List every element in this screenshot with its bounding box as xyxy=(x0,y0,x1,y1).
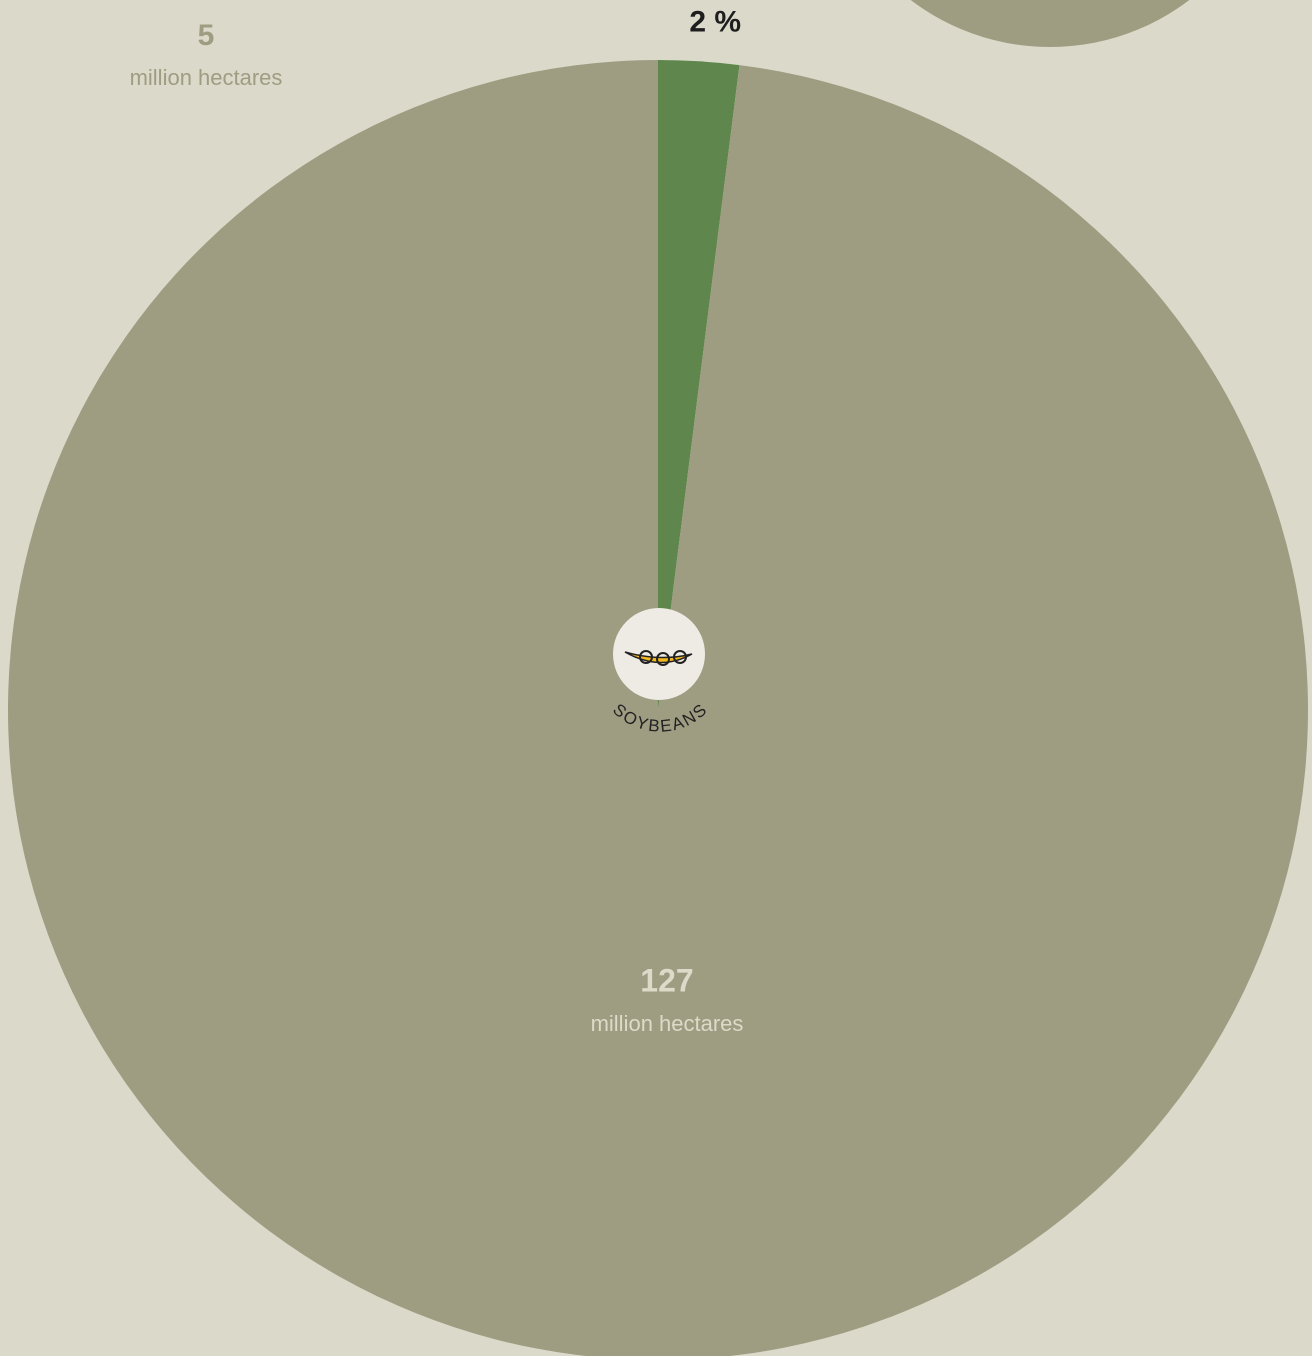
neighbor-circle xyxy=(910,0,1190,47)
bean xyxy=(656,652,670,666)
bean xyxy=(639,650,653,664)
crop-icon xyxy=(613,608,705,700)
annotation-text: million hectares xyxy=(130,65,283,90)
slice-label: 2 % xyxy=(689,5,741,38)
pie-slice xyxy=(8,60,1308,1356)
total-value: 127 xyxy=(640,962,693,998)
pie xyxy=(8,60,1308,1356)
pie-slice xyxy=(658,60,740,710)
bean xyxy=(673,650,687,664)
total-text: million hectares xyxy=(591,1011,744,1036)
annotation-value: 5 xyxy=(198,19,215,52)
